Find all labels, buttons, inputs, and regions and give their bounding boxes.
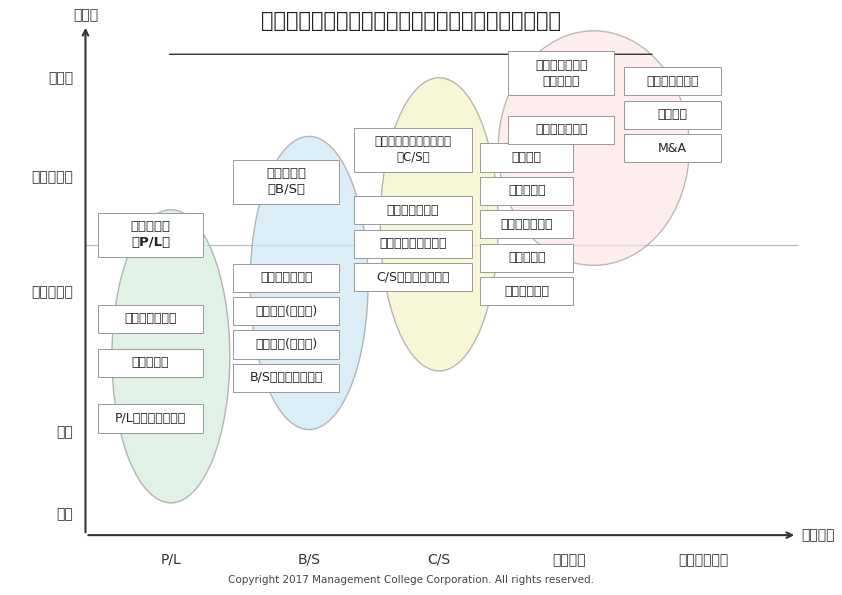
Text: 固変分解・配賦: 固変分解・配賦: [500, 218, 553, 231]
FancyBboxPatch shape: [233, 160, 339, 204]
FancyBboxPatch shape: [509, 116, 614, 144]
Text: 静態分析(安全性): 静態分析(安全性): [255, 305, 317, 318]
Text: C/Sのマネジメント: C/Sのマネジメント: [376, 271, 450, 284]
Text: P/Lのマネジメント: P/Lのマネジメント: [115, 412, 186, 425]
FancyBboxPatch shape: [624, 134, 722, 162]
Text: M&A: M&A: [658, 142, 687, 155]
FancyBboxPatch shape: [233, 264, 339, 292]
Text: 動態分析(回転率): 動態分析(回転率): [255, 338, 317, 351]
Text: C/S: C/S: [428, 553, 450, 566]
Text: 構造・概念理解: 構造・概念理解: [386, 203, 439, 217]
Text: 収益性分析: 収益性分析: [132, 356, 169, 369]
Text: 損益計算書
（P/L）: 損益計算書 （P/L）: [131, 220, 171, 249]
FancyBboxPatch shape: [98, 212, 204, 256]
Text: 投資の採算計算: 投資の採算計算: [647, 75, 699, 87]
Text: 部門別採算: 部門別採算: [508, 251, 546, 264]
FancyBboxPatch shape: [354, 263, 472, 291]
Text: 管理会計: 管理会計: [552, 553, 586, 566]
FancyBboxPatch shape: [480, 210, 573, 239]
FancyBboxPatch shape: [233, 330, 339, 359]
FancyBboxPatch shape: [480, 143, 573, 171]
FancyBboxPatch shape: [509, 51, 614, 95]
Text: 事業計画策定: 事業計画策定: [504, 284, 549, 298]
Text: 構造・概念理解: 構造・概念理解: [260, 271, 312, 284]
Text: B/S: B/S: [297, 553, 321, 566]
FancyBboxPatch shape: [354, 230, 472, 258]
FancyBboxPatch shape: [233, 364, 339, 392]
Text: 各階層に求められる会計・財務の実践知識（体系図）: 各階層に求められる会計・財務の実践知識（体系図）: [261, 11, 561, 31]
FancyBboxPatch shape: [354, 196, 472, 224]
FancyBboxPatch shape: [98, 405, 204, 433]
FancyBboxPatch shape: [624, 67, 722, 95]
Text: 金銭の時間価値: 金銭の時間価値: [535, 123, 588, 136]
Text: B/Sのマネジメント: B/Sのマネジメント: [250, 371, 323, 384]
Ellipse shape: [381, 78, 498, 371]
Text: 損益分岐点: 損益分岐点: [508, 184, 546, 198]
FancyBboxPatch shape: [480, 244, 573, 272]
Text: P/L: P/L: [161, 553, 181, 566]
Text: 新人: 新人: [56, 508, 73, 522]
Text: 構造・概念理解: 構造・概念理解: [125, 312, 177, 325]
FancyBboxPatch shape: [354, 127, 472, 171]
Text: Copyright 2017 Management College Corporation. All rights reserved.: Copyright 2017 Management College Corpor…: [228, 575, 594, 585]
Ellipse shape: [112, 209, 230, 503]
Text: 学習領域: 学習領域: [801, 528, 834, 542]
Text: 管理会計: 管理会計: [512, 151, 541, 164]
Text: 中堅: 中堅: [56, 425, 73, 440]
FancyBboxPatch shape: [624, 101, 722, 129]
Text: 上級管理者: 上級管理者: [31, 170, 73, 184]
Text: 貸借対照表
（B/S）: 貸借対照表 （B/S）: [266, 167, 306, 196]
Text: 財務調達と運用
の概念理解: 財務調達と運用 の概念理解: [535, 59, 588, 88]
Text: 資金繰と損益の違い: 資金繰と損益の違い: [379, 237, 446, 250]
Text: 企業価値: 企業価値: [658, 108, 688, 121]
Ellipse shape: [498, 31, 690, 265]
FancyBboxPatch shape: [480, 177, 573, 205]
FancyBboxPatch shape: [98, 349, 204, 377]
Ellipse shape: [250, 136, 368, 430]
Text: 実践性: 実践性: [73, 8, 98, 22]
Text: ファイナンス: ファイナンス: [679, 553, 728, 566]
Text: 経営層: 経営層: [48, 71, 73, 84]
Text: 初級管理者: 初級管理者: [31, 285, 73, 299]
FancyBboxPatch shape: [480, 277, 573, 305]
FancyBboxPatch shape: [233, 297, 339, 325]
FancyBboxPatch shape: [98, 305, 204, 333]
Text: キャッシュフロー計算書
（C/S）: キャッシュフロー計算書 （C/S）: [375, 135, 451, 164]
